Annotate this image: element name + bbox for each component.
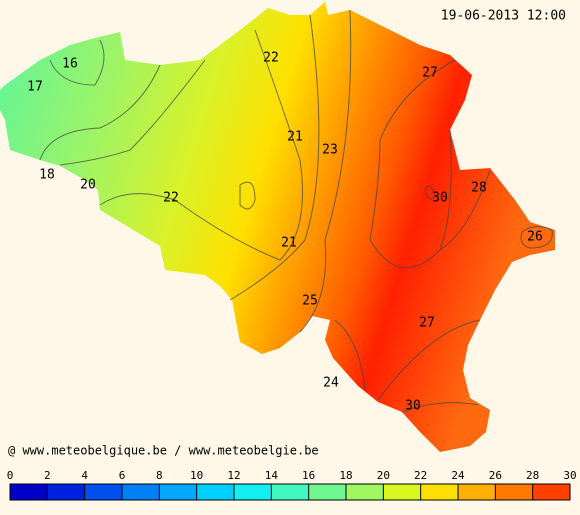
colorbar-segment — [84, 484, 122, 500]
colorbar-segment — [495, 484, 533, 500]
colorbar-tick-label: 22 — [414, 469, 427, 482]
contour-labels: 22 27 16 17 21 23 18 20 30 28 22 26 21 25 27 24 30 — [27, 51, 543, 414]
colorbar-tick-label: 12 — [227, 469, 240, 482]
contour-label: 20 — [80, 178, 96, 193]
colorbar-segment — [10, 484, 48, 500]
contour-label: 16 — [62, 57, 78, 72]
colorbar-tick-label: 16 — [302, 469, 315, 482]
colorbar-tick-label: 28 — [526, 469, 539, 482]
colorbar-tick-label: 24 — [451, 469, 465, 482]
contour-label: 18 — [39, 168, 55, 183]
timestamp: 19-06-2013 12:00 — [441, 9, 566, 24]
colorbar-segment — [420, 484, 458, 500]
colorbar-tick-label: 14 — [265, 469, 279, 482]
contour-label: 28 — [471, 181, 487, 196]
colorbar-segment — [532, 484, 570, 500]
contour-label: 30 — [432, 191, 448, 206]
credit: @ www.meteobelgique.be / www.meteobelgie… — [8, 444, 319, 458]
colorbar-segment — [47, 484, 85, 500]
colorbar-frame — [9, 483, 571, 501]
colorbar-tick-label: 20 — [377, 469, 390, 482]
colorbar-segment — [122, 484, 160, 500]
colorbar-tick-label: 10 — [190, 469, 203, 482]
contour-label: 27 — [419, 316, 435, 331]
contour-label: 22 — [163, 191, 179, 206]
contour-label: 21 — [281, 236, 297, 251]
contour-label: 27 — [422, 66, 438, 81]
colorbar-tick-label: 2 — [44, 469, 51, 482]
belgium-shape — [0, 2, 555, 452]
colorbar-segment — [458, 484, 496, 500]
contour-label: 25 — [302, 294, 318, 309]
colorbar-tick-label: 0 — [7, 469, 14, 482]
contour-label: 24 — [323, 376, 339, 391]
isolines — [39, 9, 553, 413]
colorbar-segment — [346, 484, 384, 500]
colorbar-segment — [308, 484, 346, 500]
colorbar-tick-label: 4 — [81, 469, 88, 482]
colorbar-tick-label: 6 — [119, 469, 126, 482]
colorbar: 0 2 4 6 8 10 12 14 16 18 20 22 24 26 28 30 — [7, 469, 577, 501]
contour-label: 21 — [287, 130, 303, 145]
colorbar-segment — [383, 484, 421, 500]
contour-label: 30 — [405, 399, 421, 414]
colorbar-tick-label: 30 — [563, 469, 576, 482]
contour-label: 26 — [527, 230, 543, 245]
colorbar-tick-label: 8 — [156, 469, 163, 482]
colorbar-segment — [159, 484, 197, 500]
colorbar-segment — [234, 484, 272, 500]
contour-label: 23 — [322, 143, 338, 158]
colorbar-tick-label: 18 — [339, 469, 352, 482]
contour-label: 22 — [263, 51, 279, 66]
colorbar-segment — [196, 484, 234, 500]
colorbar-tick-label: 26 — [489, 469, 502, 482]
colorbar-segment — [271, 484, 309, 500]
contour-label: 17 — [27, 80, 43, 95]
